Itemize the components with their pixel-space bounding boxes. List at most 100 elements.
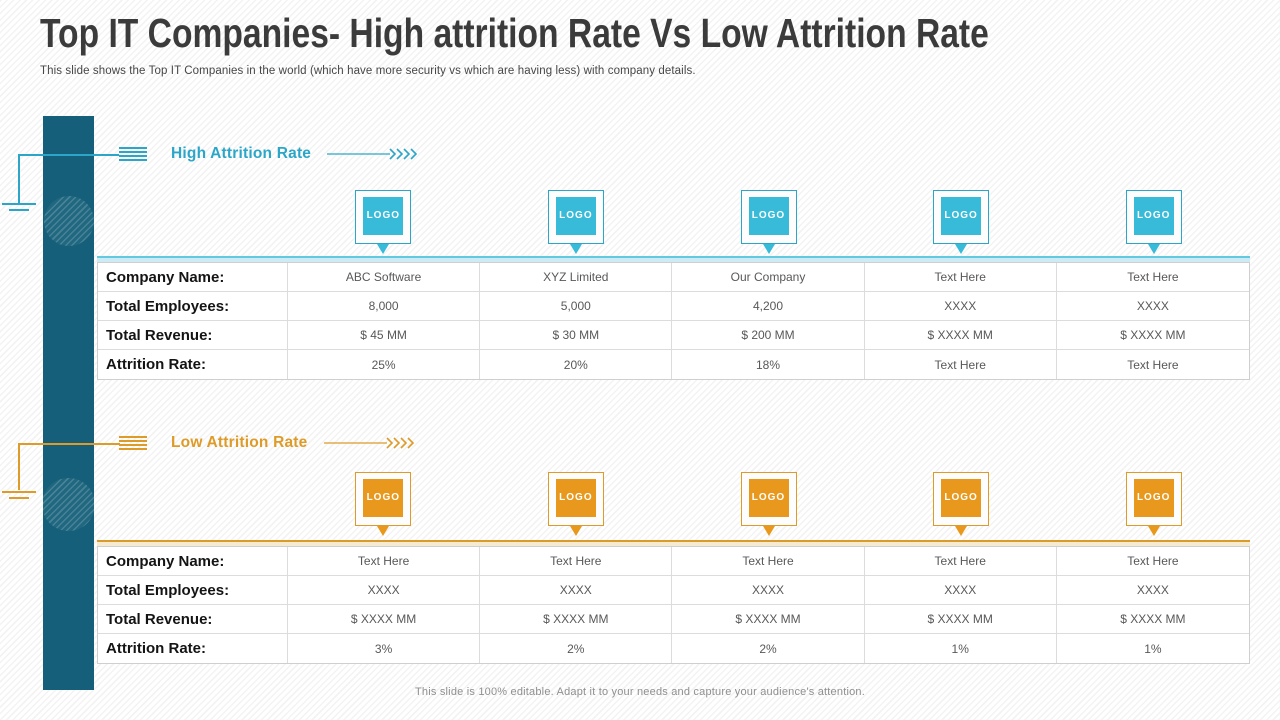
high-attrition-table: Company Name: ABC Software XYZ Limited Our … <box>97 262 1250 380</box>
cell-value: Text Here <box>1056 263 1249 292</box>
cell-value: 2% <box>480 634 673 663</box>
ground-symbol-icon <box>9 209 29 211</box>
logo-box: LOGO <box>941 479 982 517</box>
logo-placeholder: LOGO <box>740 190 797 254</box>
row-label: Total Revenue: <box>98 605 288 634</box>
cell-value: $ XXXX MM <box>1056 605 1249 634</box>
cell-value: XXXX <box>288 576 481 605</box>
logo-box: LOGO <box>363 197 404 235</box>
cell-value: 8,000 <box>288 292 481 321</box>
logo-placeholder: LOGO <box>1125 472 1182 536</box>
logo-box: LOGO <box>748 479 789 517</box>
footer-note: This slide is 100% editable. Adapt it to… <box>415 686 865 698</box>
cell-value: XXXX <box>864 292 1057 321</box>
row-label: Total Employees: <box>98 576 288 605</box>
cell-value: 4,200 <box>672 292 865 321</box>
logo-placeholder: LOGO <box>740 472 797 536</box>
connector-line <box>18 154 20 203</box>
cell-value: 5,000 <box>480 292 673 321</box>
logo-placeholder: LOGO <box>355 190 412 254</box>
section-heading-row: High Attrition Rate <box>119 144 423 164</box>
ground-symbol-icon <box>2 491 36 493</box>
logo-placeholder: LOGO <box>355 472 412 536</box>
row-label: Total Employees: <box>98 292 288 321</box>
logo-placeholder: LOGO <box>547 472 604 536</box>
cell-value: 1% <box>865 634 1057 663</box>
cell-value: XXXX <box>672 576 865 605</box>
row-label: Attrition Rate: <box>98 634 288 663</box>
triangle-down-icon <box>569 244 582 254</box>
cell-value: 2% <box>672 634 865 663</box>
cell-value: Text Here <box>864 263 1057 292</box>
row-label: Attrition Rate: <box>98 350 288 379</box>
cell-value: ABC Software <box>288 263 481 292</box>
triangle-down-icon <box>569 526 582 536</box>
table-top-band <box>97 540 1250 546</box>
striped-circle-decoration <box>44 196 94 246</box>
row-label: Company Name: <box>98 547 288 576</box>
cell-value: $ 45 MM <box>288 321 481 350</box>
menu-lines-icon <box>119 147 147 161</box>
logo-placeholder: LOGO <box>1125 190 1182 254</box>
cell-value: XXXX <box>480 576 673 605</box>
cell-value: Text Here <box>480 547 673 576</box>
logo-box: LOGO <box>941 197 982 235</box>
ground-symbol-icon <box>9 497 29 499</box>
cell-value: 18% <box>672 350 865 379</box>
row-label: Total Revenue: <box>98 321 288 350</box>
triangle-down-icon <box>1147 526 1160 536</box>
triangle-down-icon <box>762 244 775 254</box>
cell-value: Our Company <box>672 263 865 292</box>
cell-value: XXXX <box>1056 576 1249 605</box>
cell-value: 3% <box>288 634 481 663</box>
cell-value: $ XXXX MM <box>480 605 673 634</box>
cell-value: 25% <box>288 350 481 379</box>
triangle-down-icon <box>377 244 390 254</box>
logo-box: LOGO <box>555 197 596 235</box>
cell-value: 20% <box>480 350 673 379</box>
ground-symbol-icon <box>2 203 36 205</box>
logo-placeholder: LOGO <box>933 190 990 254</box>
triangle-down-icon <box>955 244 968 254</box>
triangle-down-icon <box>955 526 968 536</box>
cell-value: Text Here <box>865 350 1057 379</box>
line-chevrons-right-icon <box>327 148 418 160</box>
logo-box: LOGO <box>363 479 404 517</box>
logo-box: LOGO <box>555 479 596 517</box>
cell-value: Text Here <box>672 547 865 576</box>
logo-row: LOGO LOGO LOGO LOGO LOGO <box>97 472 1250 538</box>
cell-value: $ XXXX MM <box>864 321 1057 350</box>
triangle-down-icon <box>1147 244 1160 254</box>
logo-box: LOGO <box>1133 479 1174 517</box>
logo-row: LOGO LOGO LOGO LOGO LOGO <box>97 190 1250 256</box>
logo-placeholder: LOGO <box>933 472 990 536</box>
cell-value: XXXX <box>864 576 1057 605</box>
connector-line <box>18 443 120 445</box>
cell-value: $ 30 MM <box>480 321 673 350</box>
triangle-down-icon <box>762 526 775 536</box>
cell-value: Text Here <box>288 547 481 576</box>
section-heading: Low Attrition Rate <box>171 434 308 451</box>
logo-placeholder: LOGO <box>547 190 604 254</box>
triangle-down-icon <box>377 526 390 536</box>
cell-value: XXXX <box>1056 292 1249 321</box>
page-title: Top IT Companies- High attrition Rate Vs… <box>40 10 989 56</box>
cell-value: $ XXXX MM <box>288 605 481 634</box>
table-top-band <box>97 256 1250 262</box>
connector-line <box>18 443 20 490</box>
section-heading-row: Low Attrition Rate <box>119 433 420 453</box>
connector-line <box>18 154 119 156</box>
low-attrition-table: Company Name: Text Here Text Here Text Here… <box>97 546 1250 664</box>
cell-value: Text Here <box>1056 547 1249 576</box>
left-accent-bar <box>43 116 94 690</box>
menu-lines-icon <box>119 436 147 450</box>
cell-value: $ XXXX MM <box>864 605 1057 634</box>
cell-value: 1% <box>1144 641 1162 656</box>
cell-value: $ XXXX MM <box>1056 321 1249 350</box>
cell-value: XYZ Limited <box>480 263 673 292</box>
logo-box: LOGO <box>748 197 789 235</box>
slide-subtitle: This slide shows the Top IT Companies in… <box>40 65 696 77</box>
